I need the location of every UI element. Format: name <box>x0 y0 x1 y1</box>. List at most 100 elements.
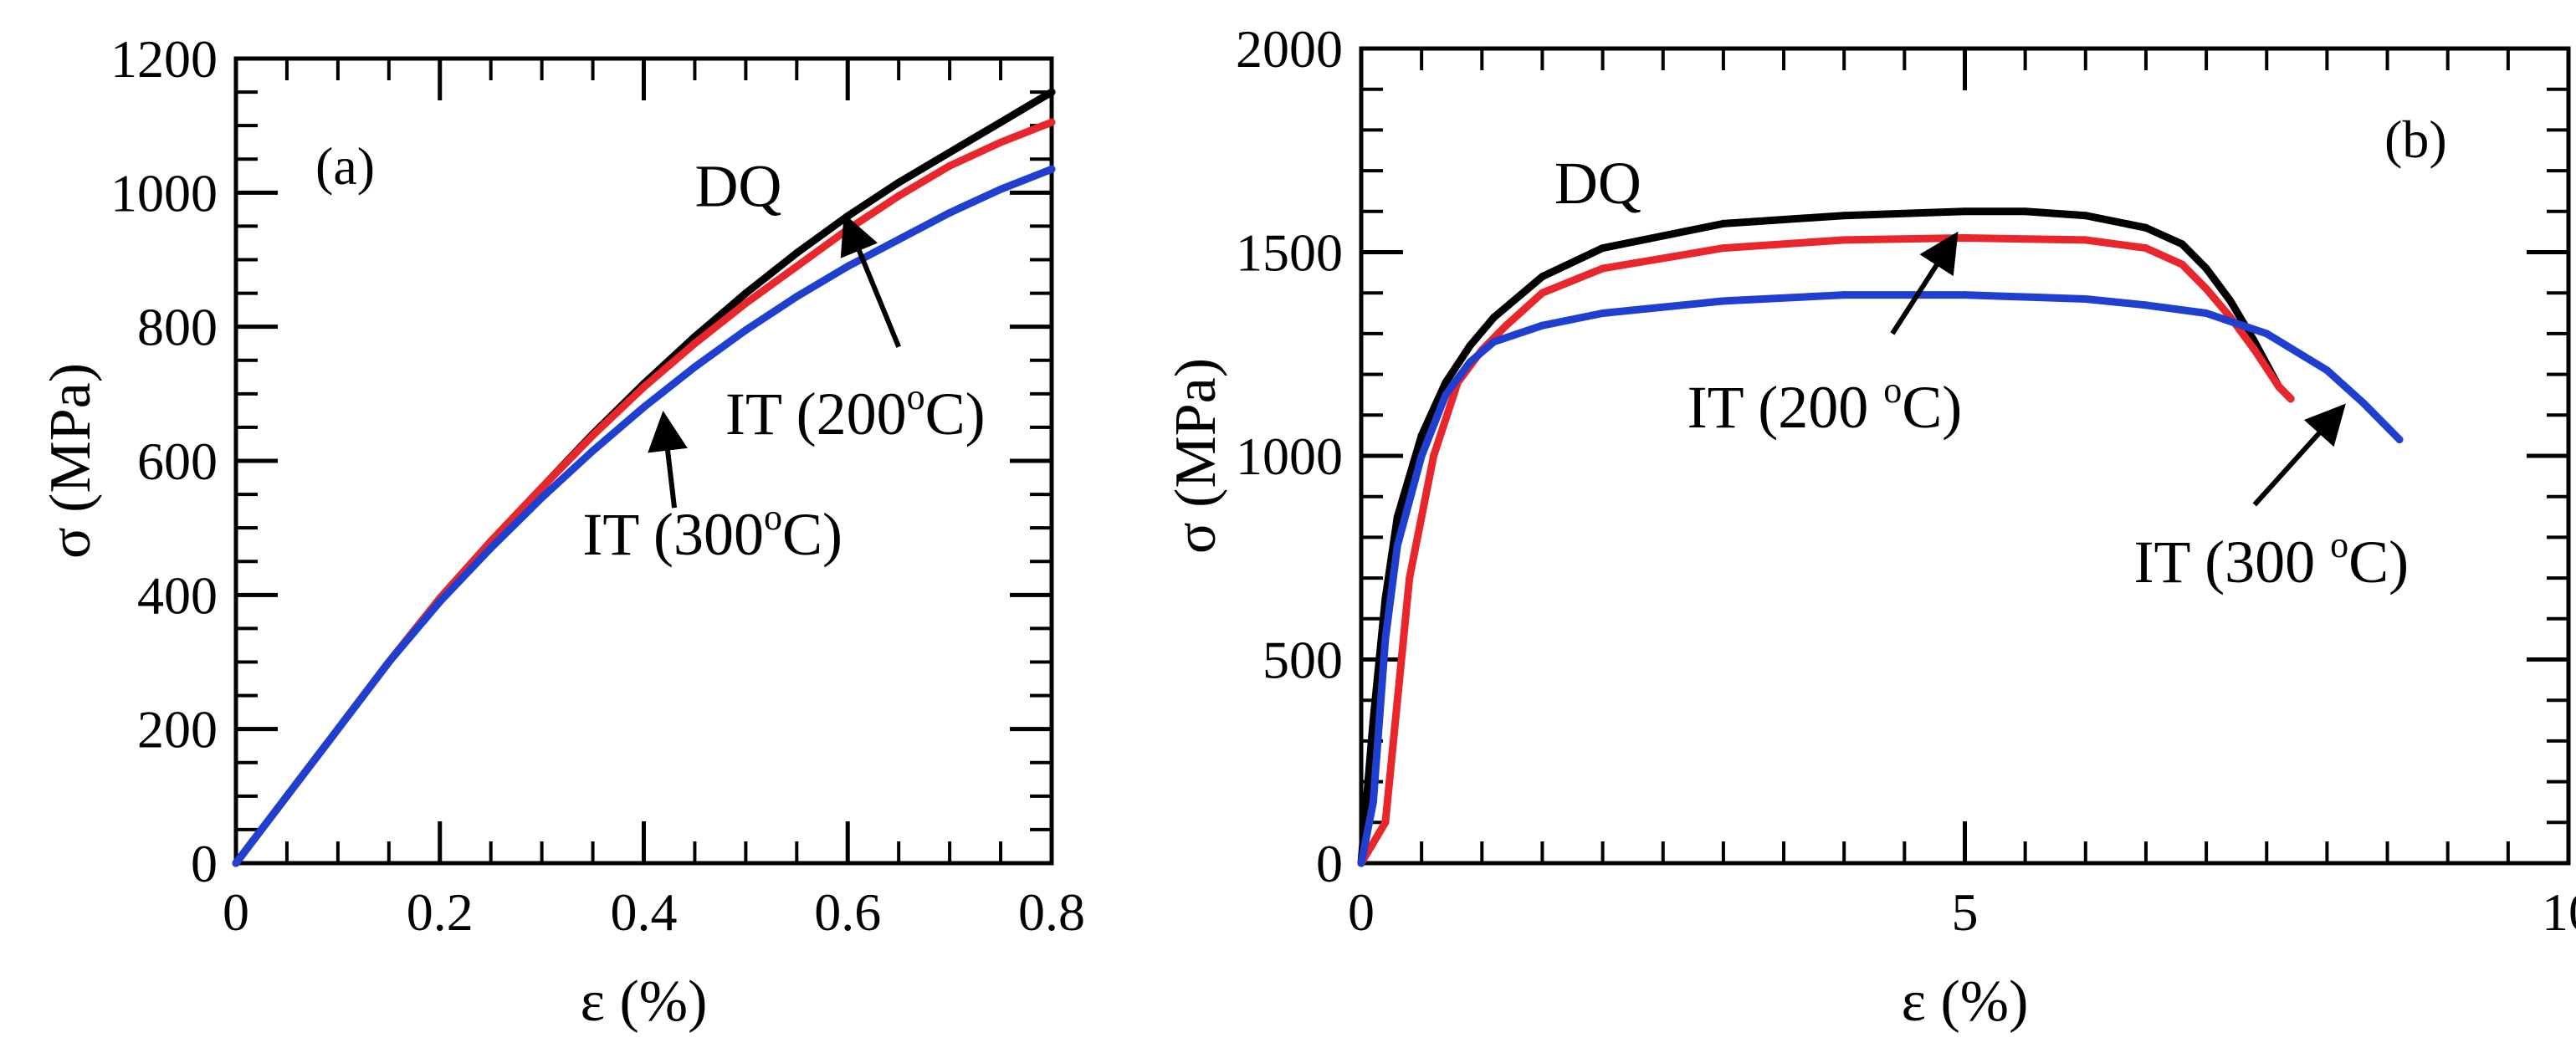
data-point <box>2275 382 2283 391</box>
series-line-1 <box>1357 207 2295 867</box>
y-tick-label: 0 <box>1316 834 1343 893</box>
y-tick-label: 1200 <box>110 29 218 89</box>
y-tick-label: 1500 <box>1236 223 1343 283</box>
data-point <box>1490 338 1498 346</box>
x-tick-label: 0.6 <box>814 882 881 942</box>
data-point <box>385 658 393 666</box>
data-point <box>1357 859 1365 867</box>
data-point <box>1369 717 1377 725</box>
data-point <box>690 340 699 348</box>
data-point <box>741 299 750 308</box>
data-point <box>1442 391 1450 399</box>
data-point <box>945 161 954 170</box>
data-point <box>589 432 597 440</box>
data-point <box>843 263 852 271</box>
data-point <box>1406 574 1414 582</box>
data-point <box>283 792 291 800</box>
data-point <box>1538 321 1546 330</box>
data-point <box>640 383 648 391</box>
y-tick-label: 600 <box>137 432 218 491</box>
data-point <box>2202 264 2210 273</box>
data-point <box>1599 244 1607 253</box>
data-point <box>1417 452 1426 460</box>
x-tick-label: 0.8 <box>1018 882 1085 942</box>
data-point <box>996 138 1005 146</box>
y-tick-label: 500 <box>1262 631 1343 690</box>
data-point <box>1961 233 1969 242</box>
data-point <box>1719 219 1728 227</box>
data-point <box>2142 223 2150 232</box>
data-point <box>2178 240 2186 248</box>
y-axis-title: σ (MPa) <box>1164 358 1228 554</box>
data-point <box>2287 395 2295 403</box>
data-point <box>1502 321 1510 330</box>
data-point <box>1381 635 1390 643</box>
chart-panel-a: 0 0.2 0.4 0.6 0.8 0 200 400 600 800 1000 1200 ε (%) σ… <box>38 29 1085 1034</box>
data-point <box>2202 284 2210 293</box>
data-point <box>894 178 903 187</box>
x-tick-label: 0.2 <box>407 882 474 942</box>
data-point <box>538 483 546 492</box>
series-line-1 <box>232 88 1056 867</box>
data-point <box>436 597 444 606</box>
data-point <box>640 403 648 412</box>
data-point <box>1599 264 1607 273</box>
data-point <box>2359 399 2368 407</box>
annotation-label: DQ <box>694 152 781 219</box>
data-point <box>2082 236 2090 244</box>
annotation-arrow <box>2252 403 2346 507</box>
annotation-label: IT (200oC) <box>725 376 986 447</box>
x-axis-title: ε (%) <box>581 969 708 1034</box>
data-point <box>232 859 240 867</box>
data-point <box>1393 696 1401 704</box>
data-point <box>741 326 750 335</box>
x-tick-label: 10 <box>2542 882 2576 942</box>
data-point <box>894 235 903 243</box>
data-point <box>1466 342 1474 350</box>
data-point <box>1599 309 1607 318</box>
data-point <box>2082 295 2090 304</box>
data-point <box>1840 212 1848 220</box>
data-point <box>2251 345 2259 354</box>
data-point <box>1961 291 1969 299</box>
data-point <box>2021 207 2030 216</box>
annotation-label: DQ <box>1554 150 1641 217</box>
y-tick-label: 0 <box>191 834 218 893</box>
data-point <box>792 263 801 271</box>
data-point <box>2262 330 2271 338</box>
data-point <box>2142 301 2150 309</box>
data-point <box>1442 378 1450 386</box>
data-point <box>690 363 699 371</box>
annotation-label: IT (200 oC) <box>1687 370 1963 441</box>
data-point <box>1490 313 1498 321</box>
series-line-3 <box>1357 291 2404 867</box>
chart-panel-b: 0 5 10 0 500 1000 1500 2000 ε (%) σ (MPa) (b) DQ IT … <box>1164 19 2576 1034</box>
data-point <box>1466 358 1474 366</box>
data-point <box>1381 818 1390 826</box>
data-point <box>538 493 546 502</box>
data-point <box>2082 212 2090 220</box>
data-point <box>2142 244 2150 253</box>
plot-frame <box>1359 46 2571 866</box>
data-point <box>996 118 1005 126</box>
data-point <box>1047 165 1056 173</box>
data-point <box>792 293 801 301</box>
data-point <box>1047 118 1056 126</box>
data-point <box>1417 432 1426 440</box>
data-point <box>1719 297 1728 305</box>
y-tick-label: 400 <box>137 565 218 625</box>
annotation-label: IT (300 oC) <box>2134 524 2410 596</box>
data-point <box>894 192 903 200</box>
data-point <box>792 248 801 257</box>
data-point <box>1719 244 1728 253</box>
data-point <box>996 185 1005 193</box>
y-axis-title: σ (MPa) <box>38 363 103 559</box>
x-tick-label: 0.4 <box>611 882 678 942</box>
data-point <box>1369 798 1377 806</box>
data-point <box>1430 452 1438 460</box>
data-point <box>843 212 852 220</box>
annotation-arrow <box>1890 231 1959 335</box>
x-tick-label: 5 <box>1952 882 1979 942</box>
data-point <box>1047 88 1056 96</box>
